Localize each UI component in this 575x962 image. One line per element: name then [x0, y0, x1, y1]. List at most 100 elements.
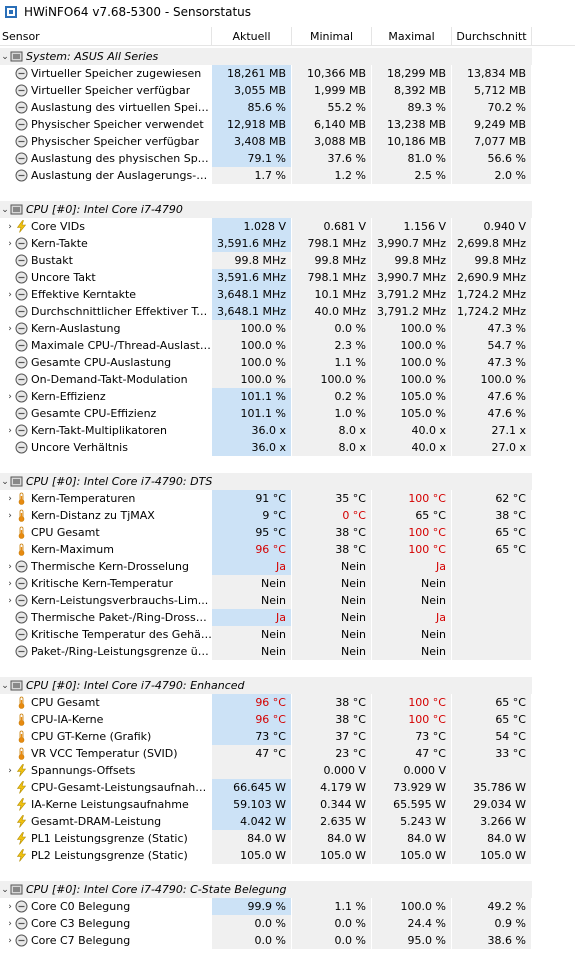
expand-chevron-icon[interactable]: › — [8, 578, 12, 589]
expand-chevron-icon[interactable]: › — [8, 323, 12, 334]
current-value: 100.0 % — [212, 337, 292, 354]
expand-chevron-icon[interactable]: › — [8, 765, 12, 776]
current-value: 3,591.6 MHz — [212, 269, 292, 286]
sensor-row[interactable]: › Kern-Auslastung 100.0 % 0.0 % 100.0 % 47.3 … — [0, 320, 575, 337]
max-value: 100 °C — [372, 711, 452, 728]
sensor-row[interactable]: Durchschnittlicher Effektiver Takt 3,648.… — [0, 303, 575, 320]
sensor-row[interactable]: › Kern-Leistungsverbrauchs-Lim... Nein Nein… — [0, 592, 575, 609]
expand-chevron-icon[interactable]: › — [8, 493, 12, 504]
sensor-row[interactable]: › Core C3 Belegung 0.0 % 0.0 % 24.4 % 0.9 % — [0, 915, 575, 932]
collapse-chevron-icon[interactable]: ⌄ — [1, 204, 9, 215]
sensor-row[interactable]: CPU GT-Kerne (Grafik) 73 °C 37 °C 73 °C 54 °… — [0, 728, 575, 745]
avg-value: 2,690.9 MHz — [452, 269, 532, 286]
avg-value: 1,724.2 MHz — [452, 303, 532, 320]
avg-value: 2.0 % — [452, 167, 532, 184]
min-value: 37.6 % — [292, 150, 372, 167]
expand-chevron-icon[interactable]: › — [8, 918, 12, 929]
expand-chevron-icon[interactable]: › — [8, 289, 12, 300]
sensor-row[interactable]: Gesamte CPU-Auslastung 100.0 % 1.1 % 100.0 … — [0, 354, 575, 371]
collapse-chevron-icon[interactable]: ⌄ — [1, 476, 9, 487]
current-value: Ja — [212, 609, 292, 626]
sensor-row[interactable]: › Spannungs-Offsets 0.000 V 0.000 V — [0, 762, 575, 779]
collapse-chevron-icon[interactable]: ⌄ — [1, 884, 9, 895]
sensor-row[interactable]: › Kritische Kern-Temperatur Nein Nein Nein — [0, 575, 575, 592]
sensor-row[interactable]: › Core C7 Belegung 0.0 % 0.0 % 95.0 % 38.6 % — [0, 932, 575, 949]
min-value: 38 °C — [292, 711, 372, 728]
sensor-group-header[interactable]: ⌄ CPU [#0]: Intel Core i7-4790: C-State B… — [0, 881, 575, 898]
sensor-row[interactable]: Physischer Speicher verwendet 12,918 MB 6,… — [0, 116, 575, 133]
sensor-row[interactable]: › Effektive Kerntakte 3,648.1 MHz 10.1 MHz 3… — [0, 286, 575, 303]
sensor-group-label: CPU [#0]: Intel Core i7-4790: DTS — [26, 475, 213, 488]
collapse-chevron-icon[interactable]: ⌄ — [1, 680, 9, 691]
expand-chevron-icon[interactable]: › — [8, 238, 12, 249]
sensor-group-header[interactable]: ⌄ System: ASUS All Series — [0, 48, 575, 65]
sensor-row[interactable]: Gesamt-DRAM-Leistung 4.042 W 2.635 W 5.243 … — [0, 813, 575, 830]
expand-chevron-icon[interactable]: › — [8, 561, 12, 572]
column-header-current[interactable]: Aktuell — [212, 27, 292, 46]
sensor-row[interactable]: › Kern-Takt-Multiplikatoren 36.0 x 8.0 x 40.… — [0, 422, 575, 439]
column-header-maximum[interactable]: Maximal — [372, 27, 452, 46]
sensor-label: VR VCC Temperatur (SVID) — [31, 747, 178, 760]
expand-chevron-icon[interactable]: › — [8, 221, 12, 232]
sensor-row[interactable]: On-Demand-Takt-Modulation 100.0 % 100.0 % 1… — [0, 371, 575, 388]
expand-chevron-icon[interactable]: › — [8, 510, 12, 521]
current-value: 47 °C — [212, 745, 292, 762]
sensor-clock-icon — [15, 118, 28, 131]
sensor-row[interactable]: CPU Gesamt 95 °C 38 °C 100 °C 65 °C — [0, 524, 575, 541]
sensor-row[interactable]: CPU-IA-Kerne 96 °C 38 °C 100 °C 65 °C — [0, 711, 575, 728]
sensor-list[interactable]: ⌄ System: ASUS All Series Virtueller Speic… — [0, 48, 575, 949]
sensor-row[interactable]: Auslastung des physischen Speic... 79.1 %… — [0, 150, 575, 167]
current-value: Ja — [212, 558, 292, 575]
column-header-minimum[interactable]: Minimal — [292, 27, 372, 46]
min-value: 0.344 W — [292, 796, 372, 813]
expand-chevron-icon[interactable]: › — [8, 425, 12, 436]
sensor-row[interactable]: Physischer Speicher verfügbar 3,408 MB 3,0… — [0, 133, 575, 150]
avg-value: 105.0 W — [452, 847, 532, 864]
sensor-row[interactable]: Bustakt 99.8 MHz 99.8 MHz 99.8 MHz 99.8 MHz — [0, 252, 575, 269]
expand-chevron-icon[interactable]: › — [8, 595, 12, 606]
min-value: 23 °C — [292, 745, 372, 762]
sensor-row[interactable]: › Kern-Distanz zu TjMAX 9 °C 0 °C 65 °C 38 °C — [0, 507, 575, 524]
current-value: 59.103 W — [212, 796, 292, 813]
sensor-row[interactable]: Maximale CPU-/Thread-Auslastung 100.0 % 2.… — [0, 337, 575, 354]
sensor-row[interactable]: Kern-Maximum 96 °C 38 °C 100 °C 65 °C — [0, 541, 575, 558]
sensor-group-header[interactable]: ⌄ CPU [#0]: Intel Core i7-4790 — [0, 201, 575, 218]
sensor-row[interactable]: PL1 Leistungsgrenze (Static) 84.0 W 84.0 W… — [0, 830, 575, 847]
sensor-group-header[interactable]: ⌄ CPU [#0]: Intel Core i7-4790: Enhanced — [0, 677, 575, 694]
sensor-row[interactable]: VR VCC Temperatur (SVID) 47 °C 23 °C 47 °C 3… — [0, 745, 575, 762]
current-value: 9 °C — [212, 507, 292, 524]
sensor-row[interactable]: Virtueller Speicher zugewiesen 18,261 MB 1… — [0, 65, 575, 82]
expand-chevron-icon[interactable]: › — [8, 391, 12, 402]
sensor-row[interactable]: Gesamte CPU-Effizienz 101.1 % 1.0 % 105.0 %… — [0, 405, 575, 422]
sensor-row[interactable]: IA-Kerne Leistungsaufnahme 59.103 W 0.344 … — [0, 796, 575, 813]
sensor-group-header[interactable]: ⌄ CPU [#0]: Intel Core i7-4790: DTS — [0, 473, 575, 490]
sensor-clock-icon — [15, 611, 28, 624]
min-value: 6,140 MB — [292, 116, 372, 133]
sensor-row[interactable]: CPU Gesamt 96 °C 38 °C 100 °C 65 °C — [0, 694, 575, 711]
sensor-row[interactable]: Uncore Verhältnis 36.0 x 8.0 x 40.0 x 27.0 x — [0, 439, 575, 456]
column-header-average[interactable]: Durchschnitt — [452, 27, 532, 46]
max-value: 84.0 W — [372, 830, 452, 847]
sensor-row[interactable]: › Core VIDs 1.028 V 0.681 V 1.156 V 0.940 V — [0, 218, 575, 235]
sensor-row[interactable]: Auslastung der Auslagerungs-Datei 1.7 % 1.… — [0, 167, 575, 184]
sensor-row[interactable]: Virtueller Speicher verfügbar 3,055 MB 1,9… — [0, 82, 575, 99]
sensor-row[interactable]: Thermische Paket-/Ring-Drosselung Ja Nein J… — [0, 609, 575, 626]
sensor-row[interactable]: Uncore Takt 3,591.6 MHz 798.1 MHz 3,990.7 M… — [0, 269, 575, 286]
sensor-row[interactable]: Auslastung des virtuellen Speichers 85.6 … — [0, 99, 575, 116]
sensor-row[interactable]: › Kern-Temperaturen 91 °C 35 °C 100 °C 62 °C — [0, 490, 575, 507]
sensor-row[interactable]: Paket-/Ring-Leistungsgrenze übe... Nein Ne… — [0, 643, 575, 660]
sensor-row[interactable]: › Kern-Takte 3,591.6 MHz 798.1 MHz 3,990.7 M… — [0, 235, 575, 252]
sensor-row[interactable]: › Kern-Effizienz 101.1 % 0.2 % 105.0 % 47.6 % — [0, 388, 575, 405]
sensor-row[interactable]: Kritische Temperatur des Gehäus... Nein Ne… — [0, 626, 575, 643]
sensor-label: Physischer Speicher verwendet — [31, 118, 204, 131]
min-value: 40.0 MHz — [292, 303, 372, 320]
expand-chevron-icon[interactable]: › — [8, 901, 12, 912]
expand-chevron-icon[interactable]: › — [8, 935, 12, 946]
sensor-row[interactable]: PL2 Leistungsgrenze (Static) 105.0 W 105.0… — [0, 847, 575, 864]
sensor-row[interactable]: › Thermische Kern-Drosselung Ja Nein Ja — [0, 558, 575, 575]
sensor-row[interactable]: CPU-Gesamt-Leistungsaufnahme 66.645 W 4.17… — [0, 779, 575, 796]
sensor-clock-icon — [15, 594, 28, 607]
column-header-sensor[interactable]: Sensor — [0, 27, 212, 46]
collapse-chevron-icon[interactable]: ⌄ — [1, 51, 9, 62]
sensor-row[interactable]: › Core C0 Belegung 99.9 % 1.1 % 100.0 % 49.2 … — [0, 898, 575, 915]
